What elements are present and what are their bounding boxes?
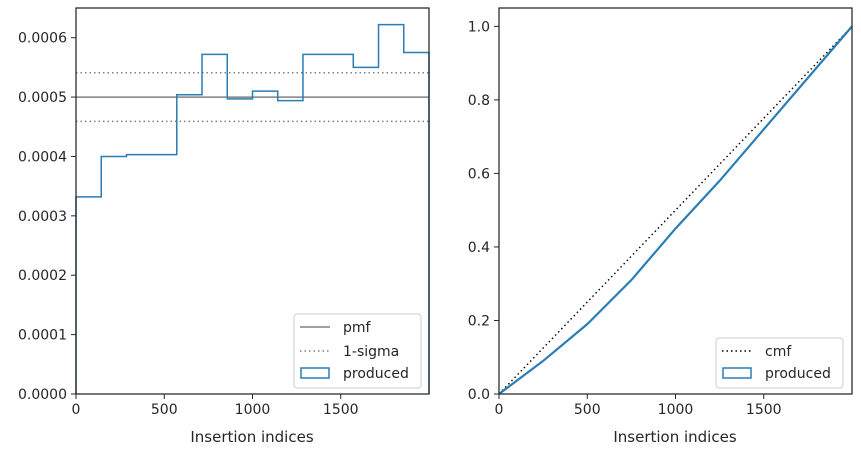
right-x-tick-label: 1000 (658, 402, 694, 418)
right-y-tick-label: 0.8 (468, 93, 490, 109)
right-x-axis-label: Insertion indices (613, 428, 736, 446)
histogram-panel: 0 500 1000 1500 0.0000 0.0001 0.0002 0.0003 0.00… (18, 7, 430, 446)
right-y-tick-label: 0.4 (468, 240, 490, 256)
right-y-tick-label: 1.0 (468, 19, 490, 35)
produced-cumulative-line (498, 25, 853, 395)
legend-produced-label: produced (343, 366, 409, 382)
cumulative-panel: 0 500 1000 1500 0.0 0.2 0.4 0.6 0.8 1.0 Insertion… (468, 7, 853, 446)
left-y-tick-label: 0.0003 (18, 209, 67, 225)
left-y-tick-label: 0.0001 (18, 328, 67, 344)
legend-cmf-label: cmf (765, 344, 792, 360)
right-tick-layer: 0 500 1000 1500 0.0 0.2 0.4 0.6 0.8 1.0 (468, 19, 782, 418)
legend-pmf-label: pmf (343, 320, 372, 336)
legend-1-sigma-label: 1-sigma (343, 344, 399, 360)
cumulative-data-layer (498, 25, 853, 395)
right-x-tick-label: 500 (574, 402, 601, 418)
right-y-tick-label: 0.0 (468, 387, 490, 403)
left-legend: pmf 1-sigma produced (293, 313, 422, 389)
legend-produced-swatch (722, 367, 752, 379)
left-y-tick-label: 0.0004 (18, 149, 67, 165)
right-legend-box (715, 337, 844, 389)
left-x-tick-label: 1000 (235, 402, 271, 418)
right-y-tick-label: 0.2 (468, 313, 490, 329)
right-legend: cmf produced (715, 337, 844, 389)
left-y-tick-label: 0.0005 (18, 90, 67, 106)
left-x-tick-label: 0 (72, 402, 81, 418)
right-x-tick-label: 1500 (746, 402, 782, 418)
produced-histogram-step (75, 23, 430, 394)
left-x-tick-label: 500 (151, 402, 178, 418)
left-y-tick-label: 0.0006 (18, 31, 67, 47)
right-x-tick-label: 0 (495, 402, 504, 418)
left-x-axis-label: Insertion indices (190, 428, 313, 446)
left-x-tick-label: 1500 (323, 402, 359, 418)
left-y-tick-label: 0.0002 (18, 268, 67, 284)
left-legend-box (293, 313, 422, 389)
histogram-data-layer (75, 23, 430, 394)
right-y-tick-label: 0.6 (468, 166, 490, 182)
legend-produced-swatch (300, 367, 330, 379)
left-tick-layer: 0 500 1000 1500 0.0000 0.0001 0.0002 0.0003 0.00… (18, 31, 359, 418)
left-y-tick-label: 0.0000 (18, 387, 67, 403)
legend-produced-label: produced (765, 366, 831, 382)
